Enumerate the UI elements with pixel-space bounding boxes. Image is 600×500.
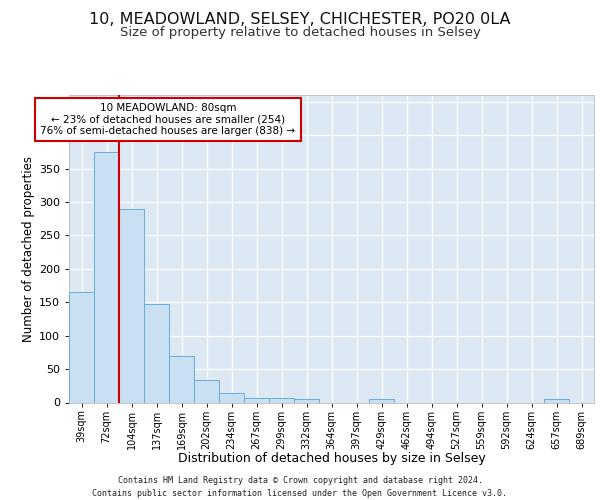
Bar [94,152,119,403]
Bar [544,399,569,402]
Bar [144,304,169,402]
Bar [294,399,319,402]
Bar [269,398,294,402]
Text: 10 MEADOWLAND: 80sqm
← 23% of detached houses are smaller (254)
76% of semi-deta: 10 MEADOWLAND: 80sqm ← 23% of detached h… [40,103,295,136]
Bar [219,393,244,402]
X-axis label: Distribution of detached houses by size in Selsey: Distribution of detached houses by size … [178,452,485,464]
Bar [69,292,94,403]
Bar [194,380,219,402]
Bar [119,208,144,402]
Bar [369,399,394,402]
Text: Contains HM Land Registry data © Crown copyright and database right 2024.
Contai: Contains HM Land Registry data © Crown c… [92,476,508,498]
Y-axis label: Number of detached properties: Number of detached properties [22,156,35,342]
Bar [169,356,194,403]
Text: 10, MEADOWLAND, SELSEY, CHICHESTER, PO20 0LA: 10, MEADOWLAND, SELSEY, CHICHESTER, PO20… [89,12,511,28]
Text: Size of property relative to detached houses in Selsey: Size of property relative to detached ho… [119,26,481,39]
Bar [244,398,269,402]
